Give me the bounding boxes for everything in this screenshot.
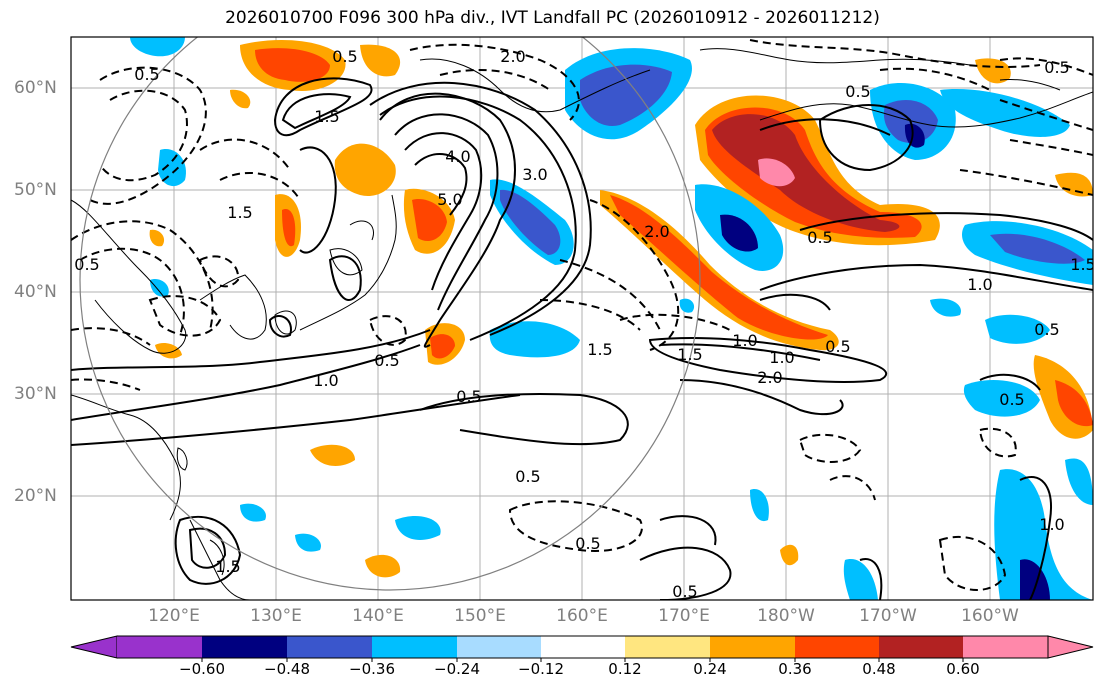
- contour-label: 1.5: [227, 203, 252, 222]
- colorbar-segment: [287, 636, 372, 658]
- contour-label: 1.5: [215, 557, 240, 576]
- contour-label: 0.5: [134, 65, 159, 84]
- colorbar-segment: [795, 636, 879, 658]
- contour-label: 1.0: [732, 331, 757, 350]
- lon-label: 160°E: [556, 606, 608, 626]
- lon-label: 150°E: [454, 606, 506, 626]
- colorbar-segment: [117, 636, 202, 658]
- lon-label: 140°E: [352, 606, 404, 626]
- lat-label: 50°N: [14, 180, 57, 200]
- contour-label: 1.0: [967, 275, 992, 294]
- map-frame: [70, 36, 1094, 601]
- contour-label: 1.0: [1039, 515, 1064, 534]
- colorbar-tick-label: −0.60: [179, 660, 225, 678]
- colorbar-segment: [625, 636, 710, 658]
- range-circle: [79, 37, 701, 591]
- colorbar-segment: [372, 636, 457, 658]
- colorbar-segment: [457, 636, 541, 658]
- contour-label: 2.0: [500, 47, 525, 66]
- lat-label: 20°N: [14, 486, 57, 506]
- contour-label: 0.5: [1034, 320, 1059, 339]
- contour-label: 0.5: [575, 534, 600, 553]
- contour-label: 1.5: [314, 107, 339, 126]
- positive-div-shading: [149, 40, 1093, 578]
- lon-label: 160°W: [961, 606, 1019, 626]
- lon-label: 170°E: [658, 606, 710, 626]
- contour-label: 0.5: [672, 582, 697, 601]
- contour-label: 0.5: [999, 390, 1024, 409]
- colorbar-max-triangle: [1047, 635, 1094, 659]
- contour-label: 0.5: [1044, 58, 1069, 77]
- lat-label: 30°N: [14, 384, 57, 404]
- contour-label: 5.0: [437, 190, 462, 209]
- contour-label: 1.0: [313, 371, 338, 390]
- contour-label: 1.5: [1070, 255, 1095, 274]
- colorbar-tick-label: 0.60: [946, 660, 980, 678]
- contour-label: 0.5: [332, 47, 357, 66]
- colorbar-tick-label: −0.48: [264, 660, 310, 678]
- lon-label: 130°E: [250, 606, 302, 626]
- contour-label: 0.5: [825, 337, 850, 356]
- colorbar-segment: [202, 636, 287, 658]
- lon-label: 180°W: [757, 606, 815, 626]
- contour-label: 2.0: [644, 222, 669, 241]
- contour-label: 0.5: [74, 255, 99, 274]
- colorbar-tick-label: 0.48: [862, 660, 896, 678]
- contour-label: 0.5: [374, 351, 399, 370]
- contour-label: 0.5: [456, 387, 481, 406]
- lat-label: 40°N: [14, 282, 57, 302]
- contour-label: 3.0: [522, 165, 547, 184]
- colorbar-segment: [879, 636, 963, 658]
- colorbar-tick-label: −0.24: [434, 660, 480, 678]
- colorbar-tick-label: −0.12: [518, 660, 564, 678]
- map-fields: 0.5 2.0 1.5 0.5 4.0 5.0 3.0 2.0 1.5 0.5 …: [71, 37, 1095, 601]
- lon-label: 120°E: [148, 606, 200, 626]
- positive-contours: [71, 77, 1093, 600]
- colorbar: [70, 635, 1094, 662]
- contour-label: 0.5: [515, 467, 540, 486]
- colorbar-segment: [541, 636, 625, 658]
- lat-label: 60°N: [14, 78, 57, 98]
- colorbar-segment: [963, 636, 1048, 658]
- contour-label: 4.0: [445, 147, 470, 166]
- contour-label: 0.5: [845, 82, 870, 101]
- colorbar-tick-label: −0.36: [349, 660, 395, 678]
- colorbar-tick-label: 0.36: [778, 660, 812, 678]
- contour-label: 1.5: [677, 345, 702, 364]
- contour-label: 2.0: [757, 368, 782, 387]
- colorbar-tick-label: 0.12: [608, 660, 642, 678]
- lon-label: 170°W: [859, 606, 917, 626]
- negative-contours: [71, 39, 1093, 591]
- contour-label: 0.5: [807, 228, 832, 247]
- map-title: 2026010700 F096 300 hPa div., IVT Landfa…: [225, 8, 880, 28]
- contour-label: 1.5: [587, 340, 612, 359]
- colorbar-segment: [710, 636, 795, 658]
- contour-label-group: 0.5 2.0 1.5 0.5 4.0 5.0 3.0 2.0 1.5 0.5 …: [74, 47, 1095, 601]
- colorbar-tick-label: 0.24: [693, 660, 727, 678]
- contour-label: 1.0: [769, 348, 794, 367]
- colorbar-min-triangle: [70, 635, 118, 659]
